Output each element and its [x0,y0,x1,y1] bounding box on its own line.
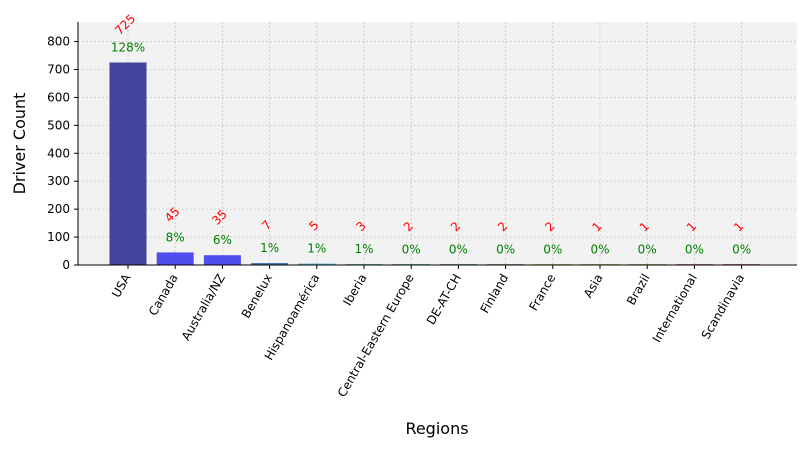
bar [251,263,289,265]
x-tick-label: Iberia [340,272,369,309]
percent-label: 0% [449,242,468,256]
x-tick-label: Asia [581,272,606,301]
percent-label: 0% [590,243,609,257]
percent-label: 0% [543,242,562,256]
x-tick-label: USA [109,271,134,300]
y-tick-label: 700 [47,62,70,76]
percent-label: 1% [260,241,279,255]
x-tick-label: Finland [478,271,512,315]
axis-layer [77,22,797,266]
percent-label: 8% [166,230,185,244]
x-tick-label: Scandinavia [699,272,748,342]
y-tick-label: 300 [47,174,70,188]
x-tick-label: DE-AT-CH [424,272,464,328]
x-tick-label: France [526,272,558,314]
y-tick-label: 100 [47,230,70,244]
y-tick-layer: 0 100 200 300 400 500 600 700 800 [47,35,78,272]
bar-layer [109,62,761,265]
x-tick-label: Canada [146,272,181,319]
y-tick-label: 200 [47,202,70,216]
percent-label: 1% [354,242,373,256]
y-tick-label: 800 [47,35,70,49]
percent-label: 128% [111,41,145,55]
percent-label: 0% [638,243,657,257]
percent-label: 0% [402,242,421,256]
bar [203,255,241,265]
y-tick-label: 0 [62,258,70,272]
x-tick-label: Benelux [239,272,275,321]
y-tick-label: 400 [47,146,70,160]
bar [298,263,336,265]
plot-background [78,22,797,265]
y-axis-title: Driver Count [10,93,29,195]
x-tick-label: Brazil [624,272,653,308]
bar [156,252,194,265]
percent-label: 6% [213,233,232,247]
percent-label: 0% [496,242,515,256]
percent-label: 1% [307,242,326,256]
percent-label: 0% [732,243,751,257]
x-tick-label: Australia/NZ [179,272,228,343]
percent-label: 0% [685,243,704,257]
x-tick-label: International [650,272,700,345]
y-tick-label: 600 [47,90,70,104]
y-tick-label: 500 [47,118,70,132]
x-axis-title: Regions [405,419,468,438]
bar [109,62,147,265]
